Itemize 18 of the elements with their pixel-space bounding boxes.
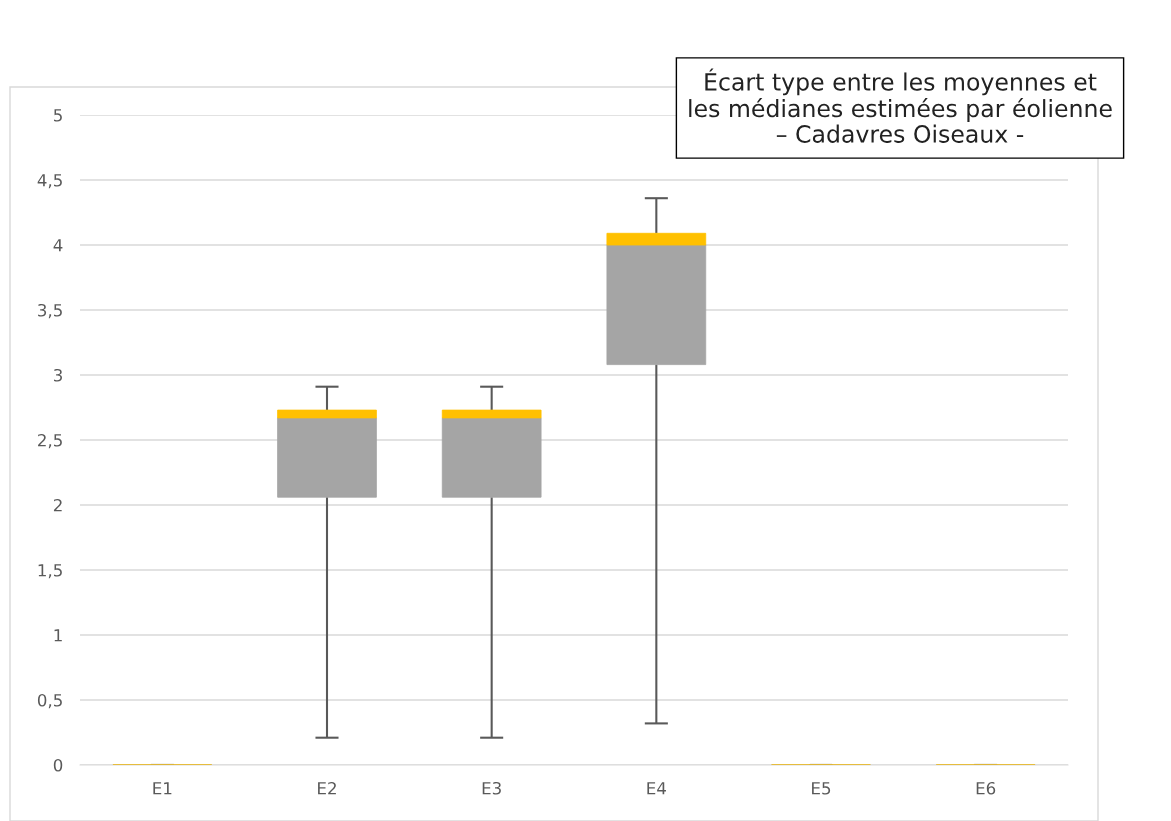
x-tick-label: E4 [647,782,666,795]
y-tick-label: 1,5 [38,564,62,579]
y-tick-label: 0 [53,758,63,772]
y-tick-label: 1 [54,629,62,642]
y-tick-label: 0,5 [37,693,62,709]
x-tick-label: E1 [153,782,172,795]
y-tick-label: 3 [54,368,62,382]
y-tick-label: 4 [53,239,63,252]
x-tick-label: E3 [482,781,501,795]
y-tick-label: 5 [54,109,62,122]
x-tick-label: E2 [318,781,336,795]
y-tick-label: 2 [53,498,62,512]
y-tick-label: 4,5 [37,174,62,189]
chart-title: Écart type entre les moyennes et les médianes estimées par éolienne – Cadavres Oiseaux - [689,68,1112,143]
y-tick-label: 3,5 [38,303,62,319]
x-tick-label: E6 [976,781,996,795]
x-tick-label: E5 [812,782,831,795]
y-tick-label: 2,5 [38,433,62,449]
